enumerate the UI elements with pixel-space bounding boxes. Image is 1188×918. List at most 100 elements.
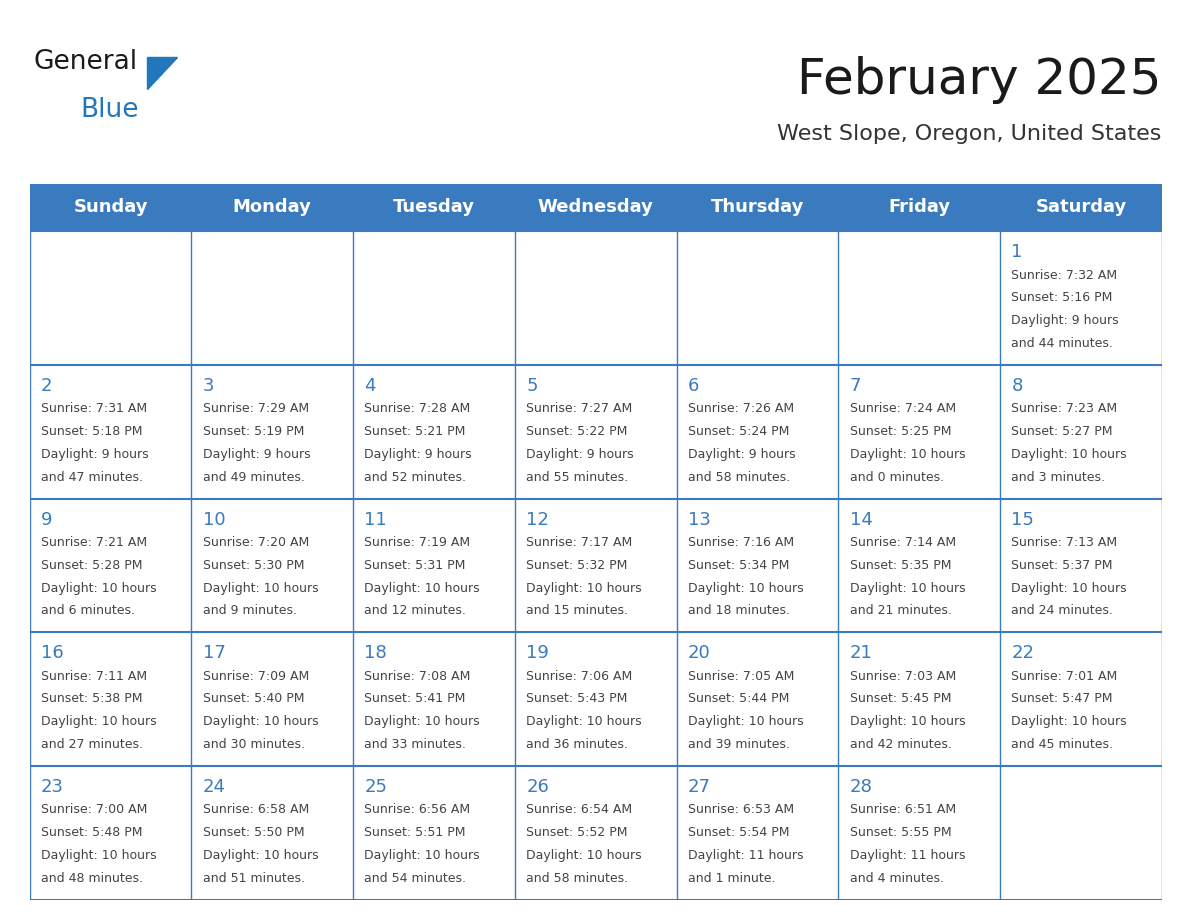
Text: and 1 minute.: and 1 minute.	[688, 871, 776, 885]
Text: Sunrise: 7:05 AM: Sunrise: 7:05 AM	[688, 670, 795, 683]
Text: Daylight: 10 hours: Daylight: 10 hours	[203, 715, 318, 728]
Text: Sunrise: 7:06 AM: Sunrise: 7:06 AM	[526, 670, 632, 683]
Text: Sunday: Sunday	[74, 198, 147, 217]
Text: 2: 2	[42, 377, 52, 395]
Text: 3: 3	[203, 377, 214, 395]
Text: Sunset: 5:41 PM: Sunset: 5:41 PM	[365, 692, 466, 705]
Text: Sunrise: 7:17 AM: Sunrise: 7:17 AM	[526, 536, 632, 549]
Text: and 27 minutes.: and 27 minutes.	[42, 738, 143, 751]
Text: Daylight: 10 hours: Daylight: 10 hours	[365, 849, 480, 862]
Text: Saturday: Saturday	[1036, 198, 1126, 217]
Text: Sunrise: 7:32 AM: Sunrise: 7:32 AM	[1011, 269, 1118, 282]
Text: Sunrise: 7:31 AM: Sunrise: 7:31 AM	[42, 402, 147, 416]
Text: Daylight: 10 hours: Daylight: 10 hours	[688, 715, 803, 728]
Text: Daylight: 10 hours: Daylight: 10 hours	[849, 715, 966, 728]
Text: Sunrise: 6:53 AM: Sunrise: 6:53 AM	[688, 803, 794, 816]
Text: Sunrise: 7:14 AM: Sunrise: 7:14 AM	[849, 536, 956, 549]
Text: Sunset: 5:50 PM: Sunset: 5:50 PM	[203, 826, 304, 839]
Text: 20: 20	[688, 644, 710, 663]
Text: 11: 11	[365, 510, 387, 529]
Text: and 54 minutes.: and 54 minutes.	[365, 871, 467, 885]
Text: Sunset: 5:30 PM: Sunset: 5:30 PM	[203, 559, 304, 572]
Text: and 55 minutes.: and 55 minutes.	[526, 471, 628, 484]
Text: Sunset: 5:22 PM: Sunset: 5:22 PM	[526, 425, 627, 438]
Text: Wednesday: Wednesday	[538, 198, 653, 217]
Text: 9: 9	[42, 510, 52, 529]
Text: Sunset: 5:44 PM: Sunset: 5:44 PM	[688, 692, 789, 705]
Text: Daylight: 11 hours: Daylight: 11 hours	[849, 849, 965, 862]
Text: Sunrise: 7:03 AM: Sunrise: 7:03 AM	[849, 670, 956, 683]
Text: Daylight: 10 hours: Daylight: 10 hours	[365, 715, 480, 728]
Text: Daylight: 10 hours: Daylight: 10 hours	[42, 581, 157, 595]
Text: Sunset: 5:35 PM: Sunset: 5:35 PM	[849, 559, 952, 572]
Text: Sunset: 5:51 PM: Sunset: 5:51 PM	[365, 826, 466, 839]
Text: Sunrise: 7:09 AM: Sunrise: 7:09 AM	[203, 670, 309, 683]
Text: and 30 minutes.: and 30 minutes.	[203, 738, 305, 751]
Text: Daylight: 10 hours: Daylight: 10 hours	[203, 581, 318, 595]
Text: Sunset: 5:19 PM: Sunset: 5:19 PM	[203, 425, 304, 438]
Text: Daylight: 10 hours: Daylight: 10 hours	[203, 849, 318, 862]
Text: Sunrise: 7:26 AM: Sunrise: 7:26 AM	[688, 402, 794, 416]
Text: 24: 24	[203, 778, 226, 796]
Text: Daylight: 10 hours: Daylight: 10 hours	[526, 715, 642, 728]
Text: Sunrise: 7:00 AM: Sunrise: 7:00 AM	[42, 803, 147, 816]
Text: Sunrise: 7:19 AM: Sunrise: 7:19 AM	[365, 536, 470, 549]
Text: 27: 27	[688, 778, 710, 796]
Text: 25: 25	[365, 778, 387, 796]
Text: Daylight: 10 hours: Daylight: 10 hours	[526, 849, 642, 862]
Text: Sunset: 5:47 PM: Sunset: 5:47 PM	[1011, 692, 1113, 705]
Text: Sunrise: 7:24 AM: Sunrise: 7:24 AM	[849, 402, 956, 416]
Text: 1: 1	[1011, 243, 1023, 262]
Text: Sunrise: 7:29 AM: Sunrise: 7:29 AM	[203, 402, 309, 416]
Text: Sunset: 5:48 PM: Sunset: 5:48 PM	[42, 826, 143, 839]
Text: Sunset: 5:43 PM: Sunset: 5:43 PM	[526, 692, 627, 705]
Text: Daylight: 10 hours: Daylight: 10 hours	[688, 581, 803, 595]
Text: and 4 minutes.: and 4 minutes.	[849, 871, 943, 885]
Text: Daylight: 9 hours: Daylight: 9 hours	[526, 448, 634, 461]
Text: Sunset: 5:37 PM: Sunset: 5:37 PM	[1011, 559, 1113, 572]
Text: Monday: Monday	[233, 198, 311, 217]
Text: Daylight: 9 hours: Daylight: 9 hours	[365, 448, 472, 461]
Text: and 9 minutes.: and 9 minutes.	[203, 604, 297, 617]
Text: and 44 minutes.: and 44 minutes.	[1011, 337, 1113, 350]
Text: 22: 22	[1011, 644, 1035, 663]
Text: Daylight: 9 hours: Daylight: 9 hours	[203, 448, 310, 461]
Text: Sunrise: 6:54 AM: Sunrise: 6:54 AM	[526, 803, 632, 816]
Text: Sunset: 5:52 PM: Sunset: 5:52 PM	[526, 826, 627, 839]
Text: Sunset: 5:16 PM: Sunset: 5:16 PM	[1011, 292, 1113, 305]
Text: Sunrise: 7:11 AM: Sunrise: 7:11 AM	[42, 670, 147, 683]
Text: and 18 minutes.: and 18 minutes.	[688, 604, 790, 617]
Text: and 42 minutes.: and 42 minutes.	[849, 738, 952, 751]
Text: 26: 26	[526, 778, 549, 796]
Text: Sunset: 5:18 PM: Sunset: 5:18 PM	[42, 425, 143, 438]
Text: Daylight: 10 hours: Daylight: 10 hours	[849, 448, 966, 461]
Text: Sunrise: 7:08 AM: Sunrise: 7:08 AM	[365, 670, 470, 683]
Text: Sunset: 5:24 PM: Sunset: 5:24 PM	[688, 425, 789, 438]
Text: West Slope, Oregon, United States: West Slope, Oregon, United States	[777, 124, 1162, 144]
Text: Sunset: 5:28 PM: Sunset: 5:28 PM	[42, 559, 143, 572]
Text: Sunset: 5:38 PM: Sunset: 5:38 PM	[42, 692, 143, 705]
Text: 7: 7	[849, 377, 861, 395]
Text: Blue: Blue	[81, 97, 139, 123]
Text: Sunset: 5:55 PM: Sunset: 5:55 PM	[849, 826, 952, 839]
Text: 19: 19	[526, 644, 549, 663]
Text: 8: 8	[1011, 377, 1023, 395]
Text: Sunrise: 7:28 AM: Sunrise: 7:28 AM	[365, 402, 470, 416]
Text: General: General	[33, 49, 138, 74]
Text: Sunset: 5:31 PM: Sunset: 5:31 PM	[365, 559, 466, 572]
Text: Sunrise: 7:21 AM: Sunrise: 7:21 AM	[42, 536, 147, 549]
Text: Daylight: 10 hours: Daylight: 10 hours	[1011, 715, 1127, 728]
Text: and 52 minutes.: and 52 minutes.	[365, 471, 467, 484]
Text: Sunset: 5:34 PM: Sunset: 5:34 PM	[688, 559, 789, 572]
Text: and 3 minutes.: and 3 minutes.	[1011, 471, 1106, 484]
Text: and 58 minutes.: and 58 minutes.	[526, 871, 628, 885]
Text: Sunset: 5:54 PM: Sunset: 5:54 PM	[688, 826, 790, 839]
Text: Daylight: 10 hours: Daylight: 10 hours	[849, 581, 966, 595]
Text: Sunset: 5:45 PM: Sunset: 5:45 PM	[849, 692, 952, 705]
Text: and 33 minutes.: and 33 minutes.	[365, 738, 467, 751]
Text: and 21 minutes.: and 21 minutes.	[849, 604, 952, 617]
Text: and 45 minutes.: and 45 minutes.	[1011, 738, 1113, 751]
Text: Sunset: 5:27 PM: Sunset: 5:27 PM	[1011, 425, 1113, 438]
Text: Daylight: 9 hours: Daylight: 9 hours	[1011, 314, 1119, 327]
Text: Sunset: 5:32 PM: Sunset: 5:32 PM	[526, 559, 627, 572]
